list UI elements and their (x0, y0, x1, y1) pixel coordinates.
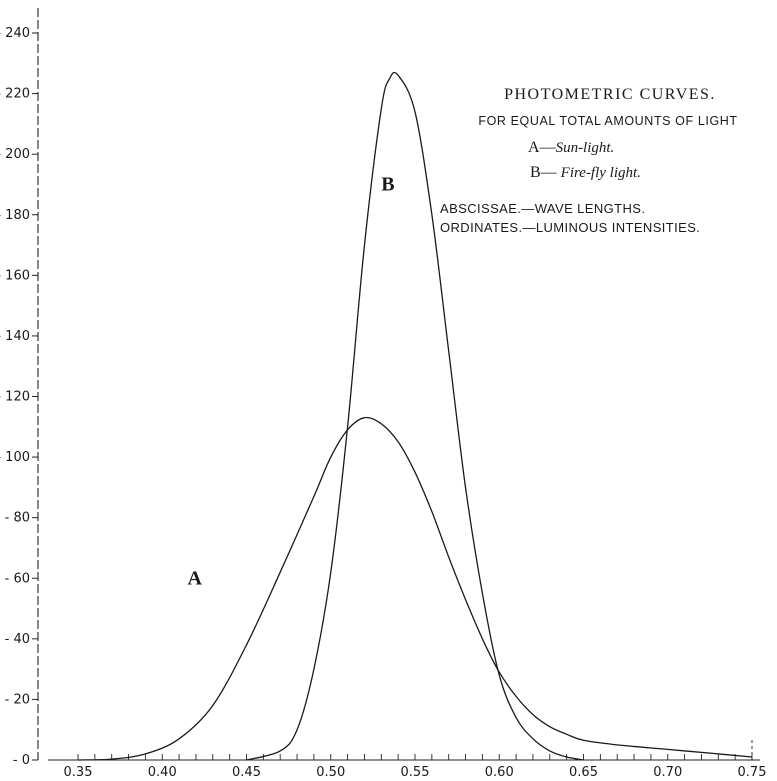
y-tick-label: - 0 (13, 753, 30, 768)
y-tick-label: - 180 (0, 208, 30, 223)
x-tick-label: 0.55 (401, 765, 430, 780)
legend-sep-a: — (539, 139, 557, 156)
x-axis: 0.35 0.40 0.45 0.50 0.55 0.60 0.65 0.70 0.75 (48, 740, 766, 780)
x-tick-label: 0.70 (653, 765, 682, 780)
x-tick-label: 0.75 (738, 765, 767, 780)
y-tick-label: - 240 (0, 26, 30, 41)
legend-key-a: A (528, 139, 540, 156)
y-tick-label: - 20 (5, 692, 30, 707)
y-tick-label: - 120 (0, 390, 30, 405)
x-tick-label: 0.45 (232, 765, 261, 780)
y-tick-label: - 80 (5, 511, 30, 526)
legend-block: PHOTOMETRIC CURVES. FOR EQUAL TOTAL AMOU… (440, 86, 737, 235)
y-axis: - 0 - 20 - 40 - 60 - 80 - 100 - 120 - 140 - 160 -… (0, 8, 39, 768)
abscissae-note: ABSCISSAE.—WAVE LENGTHS. (440, 201, 645, 216)
curve-b (246, 71, 584, 761)
curve-label-a: A (188, 567, 203, 589)
y-tick-label: - 140 (0, 329, 30, 344)
x-tick-label: 0.65 (569, 765, 598, 780)
legend-entry-a: A—Sun-light. (528, 139, 614, 156)
x-tick-label: 0.35 (64, 765, 93, 780)
y-tick-label: - 160 (0, 268, 30, 283)
legend-desc-a: Sun-light. (556, 140, 615, 156)
x-tick-label: 0.40 (148, 765, 177, 780)
chart-title: PHOTOMETRIC CURVES. (504, 86, 716, 103)
y-tick-label: - 200 (0, 147, 30, 162)
curves: AB (77, 71, 753, 761)
curve-label-b: B (381, 174, 394, 196)
y-tick-label: - 40 (5, 632, 30, 647)
legend-desc-b: Fire-fly light. (560, 165, 641, 181)
x-tick-label: 0.50 (316, 765, 345, 780)
ordinates-note: ORDINATES.—LUMINOUS INTENSITIES. (440, 220, 700, 235)
y-tick-label: - 220 (0, 87, 30, 102)
legend-entry-b: B— Fire-fly light. (530, 164, 641, 181)
y-tick-label: - 60 (5, 571, 30, 586)
curve-a (77, 416, 753, 761)
chart-subtitle: FOR EQUAL TOTAL AMOUNTS OF LIGHT (478, 114, 737, 128)
x-tick-label: 0.60 (485, 765, 514, 780)
legend-key-b: B (530, 164, 541, 181)
legend-sep-b: — (540, 164, 561, 181)
y-tick-label: - 100 (0, 450, 30, 465)
